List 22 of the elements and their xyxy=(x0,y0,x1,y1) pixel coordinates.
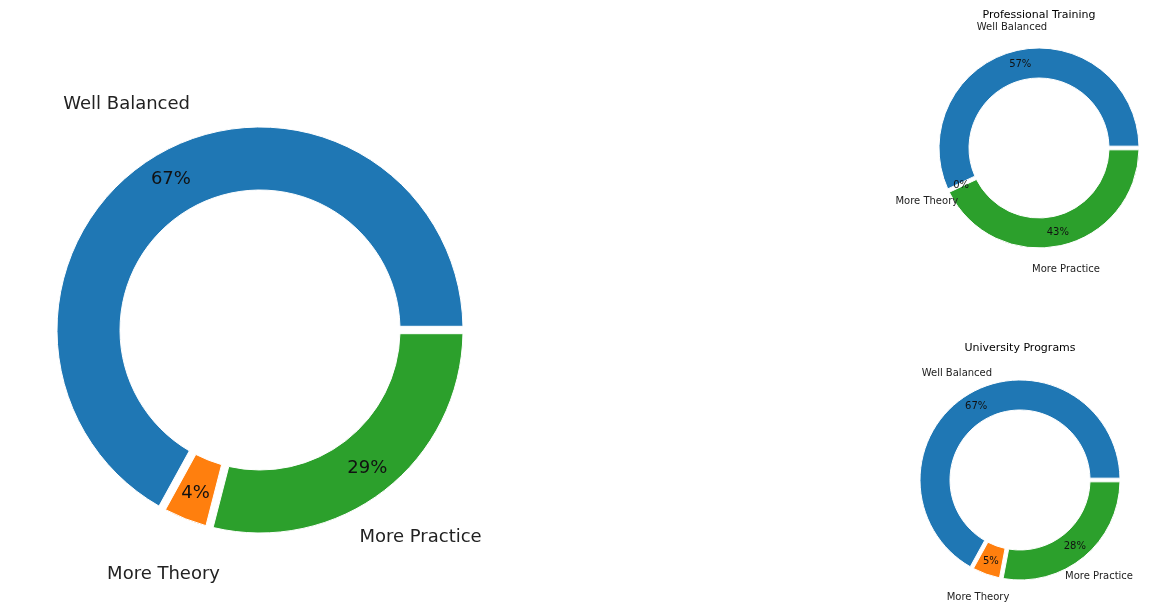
donut-slice xyxy=(919,379,1121,568)
data-label: 67% xyxy=(150,167,191,189)
slice-label: More Practice xyxy=(1065,569,1133,581)
donut-slice xyxy=(938,47,1140,190)
chart-title: Professional Training xyxy=(982,7,1096,21)
slice-label: More Theory xyxy=(946,590,1010,602)
slice-label: Well Balanced xyxy=(921,367,993,379)
donut-slice xyxy=(56,126,464,507)
donut-slice xyxy=(972,541,1006,579)
slice-label: More Theory xyxy=(107,561,221,583)
data-label: 67% xyxy=(965,399,988,411)
data-label: 43% xyxy=(1046,225,1069,237)
chart-title: University Programs xyxy=(964,341,1076,354)
data-label: 57% xyxy=(1009,58,1032,70)
slice-label: More Practice xyxy=(359,525,482,547)
slice-label: More Practice xyxy=(1032,263,1101,275)
slice-label: Well Balanced xyxy=(976,20,1048,32)
data-label: 5% xyxy=(982,554,999,566)
data-label: 29% xyxy=(347,456,388,478)
data-label: 4% xyxy=(181,480,210,502)
slice-label: Well Balanced xyxy=(63,92,191,114)
data-label: 28% xyxy=(1063,540,1086,552)
